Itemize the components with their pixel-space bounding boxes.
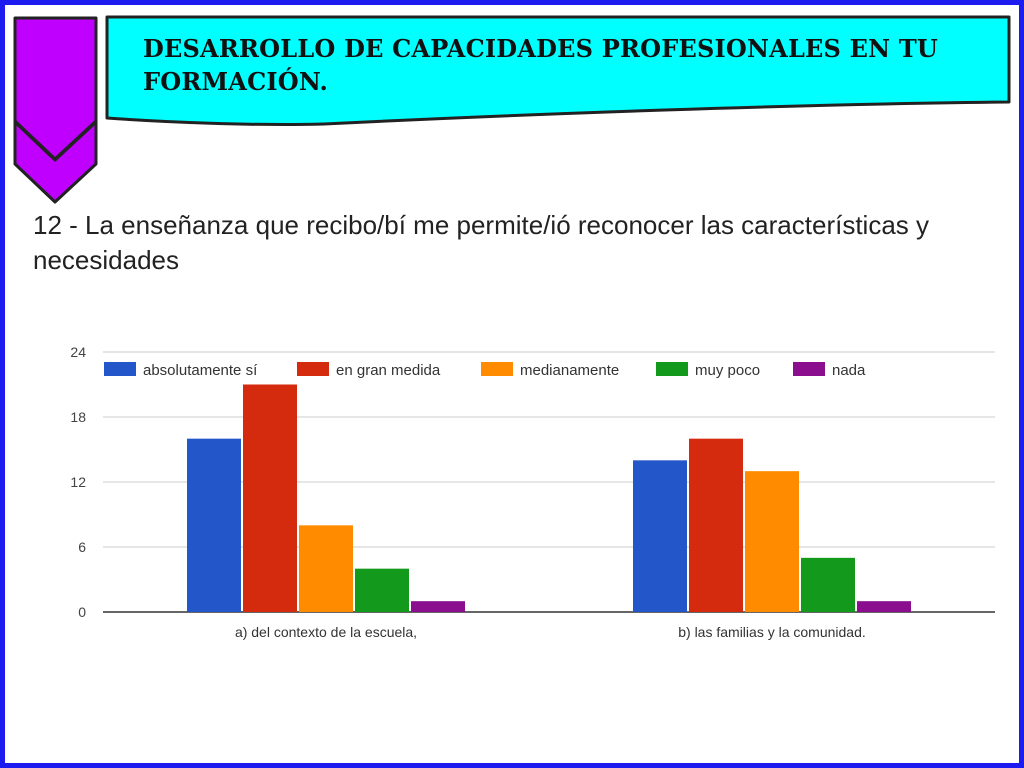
- y-tick-label: 6: [78, 539, 86, 555]
- legend-swatch: [481, 362, 513, 376]
- bar: [801, 557, 855, 612]
- bar: [689, 438, 743, 612]
- bar: [243, 384, 297, 612]
- legend-swatch: [104, 362, 136, 376]
- legend-label: muy poco: [695, 362, 760, 379]
- bar: [745, 471, 799, 612]
- legend-label: en gran medida: [336, 362, 441, 379]
- legend-label: nada: [832, 362, 866, 379]
- title-banner: [105, 15, 1011, 127]
- x-category-label: b) las familias y la comunidad.: [678, 624, 866, 640]
- legend-swatch: [793, 362, 825, 376]
- bar: [411, 601, 465, 612]
- y-tick-label: 0: [78, 604, 86, 620]
- x-category-label: a) del contexto de la escuela,: [235, 624, 417, 640]
- double-chevron-down-icon: [13, 16, 98, 204]
- y-tick-label: 18: [70, 409, 86, 425]
- legend-label: medianamente: [520, 362, 619, 379]
- y-tick-label: 12: [70, 474, 86, 490]
- bar-chart: 0 6 12 18 24 a) del contexto de la escuela, b)…: [70, 344, 995, 640]
- bar: [857, 601, 911, 612]
- y-tick-label: 24: [70, 344, 86, 360]
- bar: [355, 568, 409, 612]
- legend-label: absolutamente sí: [143, 362, 258, 379]
- bar: [299, 525, 353, 612]
- legend-swatch: [656, 362, 688, 376]
- bar: [187, 438, 241, 612]
- question-text: 12 - La enseñanza que recibo/bí me permi…: [33, 210, 930, 275]
- bar: [633, 460, 687, 612]
- page-title: DESARROLLO DE CAPACIDADES PROFESIONALES …: [143, 34, 939, 96]
- legend-swatch: [297, 362, 329, 376]
